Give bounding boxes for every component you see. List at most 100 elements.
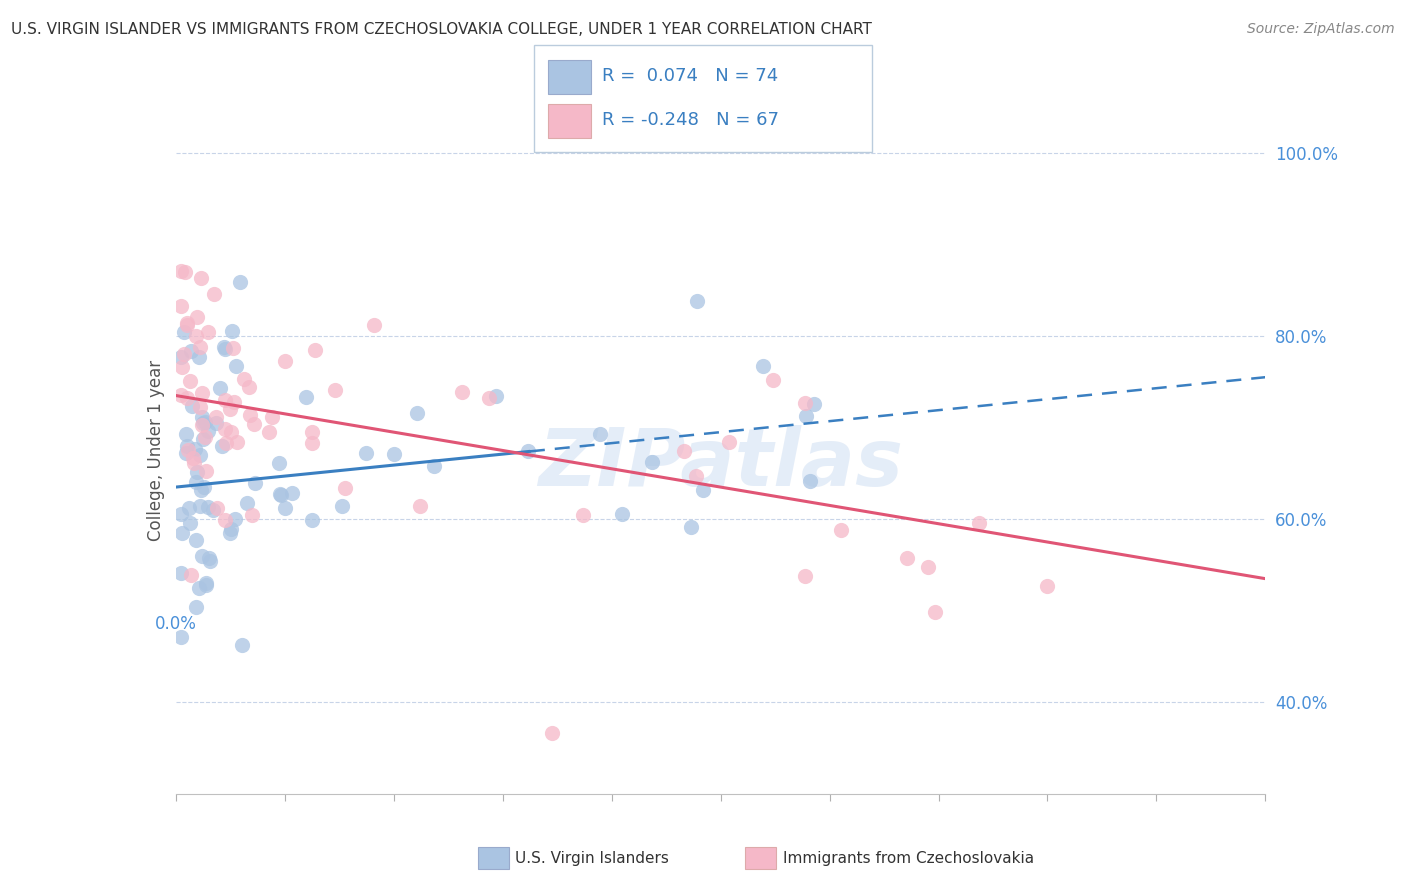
Point bbox=[201, 503, 224, 517]
Point bbox=[205, 409, 228, 424]
Point bbox=[170, 630, 193, 644]
Point bbox=[221, 324, 243, 338]
Point bbox=[752, 359, 775, 373]
Point bbox=[588, 427, 610, 442]
Point bbox=[260, 409, 283, 424]
Point bbox=[304, 343, 326, 358]
Point bbox=[572, 508, 595, 523]
Point bbox=[232, 372, 254, 386]
Point bbox=[1036, 579, 1059, 593]
Point bbox=[191, 409, 214, 424]
Point bbox=[184, 533, 207, 547]
Point bbox=[274, 353, 297, 368]
Point bbox=[281, 485, 304, 500]
Point bbox=[181, 399, 204, 413]
Point bbox=[208, 381, 231, 395]
Point bbox=[204, 416, 226, 430]
Point bbox=[219, 526, 242, 541]
Point bbox=[188, 350, 211, 364]
Point bbox=[184, 329, 207, 343]
Point bbox=[896, 550, 918, 565]
Point bbox=[222, 341, 245, 355]
Point bbox=[214, 513, 236, 527]
Point bbox=[194, 415, 217, 429]
Point bbox=[170, 300, 193, 314]
Point bbox=[197, 425, 219, 439]
Point bbox=[191, 549, 214, 563]
Point bbox=[215, 435, 238, 450]
Point bbox=[243, 475, 266, 490]
Point bbox=[224, 512, 246, 526]
Point bbox=[193, 480, 215, 494]
Point bbox=[363, 318, 385, 332]
Point bbox=[190, 270, 212, 285]
Point bbox=[207, 501, 229, 516]
Point bbox=[202, 286, 225, 301]
Point bbox=[173, 326, 195, 340]
Point bbox=[235, 496, 257, 510]
Text: Immigrants from Czechoslovakia: Immigrants from Czechoslovakia bbox=[783, 851, 1035, 865]
Point bbox=[173, 346, 195, 360]
Point bbox=[183, 442, 205, 456]
Point bbox=[183, 457, 205, 471]
Point bbox=[423, 458, 446, 473]
Point bbox=[211, 439, 233, 453]
Point bbox=[198, 550, 221, 565]
Text: 0.0%: 0.0% bbox=[155, 615, 197, 633]
Point bbox=[257, 425, 280, 439]
Point bbox=[184, 475, 207, 490]
Point bbox=[194, 464, 217, 478]
Text: ZIPatlas: ZIPatlas bbox=[538, 425, 903, 503]
Point bbox=[195, 577, 218, 591]
Point bbox=[295, 390, 318, 404]
Point bbox=[191, 418, 214, 433]
Point bbox=[356, 446, 378, 460]
Point bbox=[330, 500, 353, 514]
Point bbox=[176, 392, 198, 406]
Point bbox=[170, 566, 193, 581]
Point bbox=[323, 383, 346, 397]
Point bbox=[242, 417, 264, 431]
Point bbox=[186, 465, 208, 479]
Point bbox=[179, 516, 201, 530]
Point bbox=[917, 560, 939, 574]
Point bbox=[179, 500, 201, 515]
Point bbox=[219, 425, 242, 440]
Point bbox=[176, 439, 198, 453]
Point bbox=[194, 430, 217, 444]
Point bbox=[194, 576, 217, 591]
Point bbox=[269, 486, 291, 500]
Point bbox=[174, 427, 197, 442]
Point bbox=[794, 409, 817, 423]
Point bbox=[405, 406, 427, 420]
Point bbox=[301, 425, 323, 440]
Point bbox=[179, 374, 201, 388]
Point bbox=[183, 451, 205, 466]
Point bbox=[180, 567, 202, 582]
Point bbox=[188, 582, 211, 596]
Point bbox=[762, 373, 785, 387]
Point bbox=[301, 513, 323, 527]
Point bbox=[188, 448, 211, 462]
Point bbox=[240, 508, 263, 522]
Text: U.S. Virgin Islanders: U.S. Virgin Islanders bbox=[515, 851, 668, 865]
Point bbox=[222, 395, 245, 409]
Point bbox=[612, 507, 634, 521]
Point bbox=[219, 402, 242, 417]
Point bbox=[214, 422, 236, 436]
Point bbox=[191, 432, 214, 446]
Point bbox=[274, 500, 297, 515]
Text: U.S. VIRGIN ISLANDER VS IMMIGRANTS FROM CZECHOSLOVAKIA COLLEGE, UNDER 1 YEAR COR: U.S. VIRGIN ISLANDER VS IMMIGRANTS FROM … bbox=[11, 22, 872, 37]
Text: Source: ZipAtlas.com: Source: ZipAtlas.com bbox=[1247, 22, 1395, 37]
Point bbox=[228, 275, 250, 289]
Point bbox=[270, 488, 292, 502]
Point bbox=[231, 638, 253, 652]
Point bbox=[408, 500, 430, 514]
Point bbox=[197, 325, 219, 339]
Point bbox=[673, 443, 696, 458]
Point bbox=[685, 469, 707, 483]
Point bbox=[188, 340, 211, 354]
Point bbox=[541, 726, 564, 740]
Point bbox=[478, 392, 501, 406]
Point bbox=[214, 343, 236, 357]
